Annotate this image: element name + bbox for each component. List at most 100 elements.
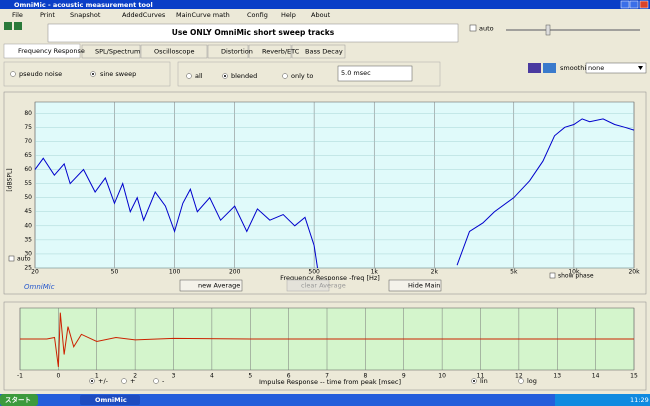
slider-thumb[interactable] xyxy=(545,24,551,36)
tab-label: Bass Decay xyxy=(305,48,343,56)
tray xyxy=(555,394,650,406)
radio[interactable] xyxy=(153,378,159,384)
button-disabled xyxy=(286,279,330,292)
tab-label: Reverb/ETC xyxy=(262,48,300,56)
input-value: 5.0 msec xyxy=(341,69,371,77)
x-tick-label: 12 xyxy=(515,373,523,380)
radio-label: all xyxy=(195,72,203,80)
minimize-button[interactable] xyxy=(620,0,630,9)
radio-label: pseudo noise xyxy=(19,70,62,78)
x-tick-label: 2k xyxy=(431,269,439,276)
radio[interactable] xyxy=(121,378,127,384)
x-tick-label: 14 xyxy=(592,373,600,380)
tool-icon[interactable] xyxy=(14,22,22,30)
x-tick-label: 0 xyxy=(56,373,60,380)
tab[interactable] xyxy=(140,44,208,59)
x-tick-label: 100 xyxy=(169,269,181,276)
maximize-button[interactable] xyxy=(629,0,639,9)
menu-item[interactable]: Config xyxy=(247,11,268,19)
menu-item[interactable]: AddedCurves xyxy=(122,11,166,19)
y-tick-label: 70 xyxy=(24,138,32,145)
x-tick-label: 7 xyxy=(325,373,329,380)
tab[interactable] xyxy=(81,44,141,59)
x-tick-label: 10 xyxy=(438,373,446,380)
x-tick-label: 8 xyxy=(363,373,367,380)
x-tick-label: -1 xyxy=(17,373,23,380)
data-line xyxy=(34,118,635,269)
x-tick-label: 2 xyxy=(133,373,137,380)
tool-icon[interactable] xyxy=(4,22,12,30)
radio-label: log xyxy=(527,377,537,385)
y-tick-label: 50 xyxy=(24,194,32,201)
menu-item[interactable]: Print xyxy=(40,11,55,19)
tool-icon[interactable] xyxy=(528,63,541,73)
button-label: new Average xyxy=(198,282,240,290)
y-tick-label: 55 xyxy=(24,180,32,187)
button[interactable] xyxy=(179,279,243,292)
y-tick-label: 25 xyxy=(24,265,32,272)
tab[interactable] xyxy=(207,44,249,59)
banner-box xyxy=(47,23,459,43)
y-tick-label: 65 xyxy=(24,152,32,159)
x-axis-label: Frequency Response -freq [Hz] xyxy=(280,274,380,282)
plot-area xyxy=(34,101,635,269)
checkbox[interactable] xyxy=(549,272,556,279)
group-box xyxy=(177,61,441,87)
menu-item[interactable]: About xyxy=(311,11,331,19)
dropdown-value: none xyxy=(588,64,604,72)
y-tick-label: 40 xyxy=(24,222,32,229)
clock: 11:29 xyxy=(630,396,649,404)
x-tick-label: 5k xyxy=(510,269,518,276)
checkbox[interactable] xyxy=(469,24,477,32)
radio[interactable] xyxy=(282,73,288,79)
start-button[interactable] xyxy=(0,394,38,406)
tab-label: Frequency Response xyxy=(18,47,85,55)
start-label: スタート xyxy=(5,395,31,404)
tab[interactable] xyxy=(248,44,292,59)
radio[interactable] xyxy=(186,73,192,79)
y-tick-label: 80 xyxy=(24,110,32,117)
y-tick-label: 35 xyxy=(24,236,32,243)
radio-label: +/- xyxy=(98,377,109,385)
task-button[interactable] xyxy=(80,395,140,405)
dropdown[interactable] xyxy=(585,62,647,74)
text-input[interactable] xyxy=(337,65,413,82)
y-tick-label: 75 xyxy=(24,124,32,131)
button[interactable] xyxy=(388,279,442,292)
x-tick-label: 6 xyxy=(287,373,291,380)
checkbox-label: auto xyxy=(479,25,494,33)
radio-label: lin xyxy=(480,377,488,385)
y-axis-label: [dBSPL] xyxy=(7,168,14,191)
x-tick-label: 1 xyxy=(95,373,99,380)
menu-item[interactable]: MainCurve math xyxy=(176,11,230,19)
tool-icon[interactable] xyxy=(543,63,556,73)
button-label: clear Average xyxy=(301,282,346,290)
radio-label: sine sweep xyxy=(100,70,136,78)
tab-label: SPL/Spectrum xyxy=(95,48,140,56)
tab-label: Oscilloscope xyxy=(154,48,195,56)
radio-label: - xyxy=(162,377,165,385)
menu-item[interactable]: Help xyxy=(281,11,296,19)
x-tick-label: 15 xyxy=(630,373,638,380)
tab[interactable] xyxy=(291,44,346,59)
dropdown-arrow xyxy=(638,66,643,70)
x-tick-label: 11 xyxy=(477,373,485,380)
close-button[interactable] xyxy=(639,0,649,9)
radio-label: blended xyxy=(231,72,257,80)
checkbox-checked[interactable] xyxy=(8,255,15,262)
tab-selected[interactable] xyxy=(3,43,81,59)
task-label: OmniMic xyxy=(95,396,127,404)
title-bar xyxy=(0,0,650,9)
x-tick-label: 50 xyxy=(111,269,119,276)
group-box xyxy=(3,61,171,87)
radio-label: only to xyxy=(291,72,313,80)
radio-dot xyxy=(91,380,93,382)
x-tick-label: 200 xyxy=(229,269,241,276)
x-tick-label: 20 xyxy=(31,269,39,276)
radio[interactable] xyxy=(518,378,524,384)
radio-dot xyxy=(224,75,226,77)
menu-item[interactable]: Snapshot xyxy=(70,11,101,19)
radio[interactable] xyxy=(10,71,16,77)
menu-item[interactable]: File xyxy=(12,11,23,19)
